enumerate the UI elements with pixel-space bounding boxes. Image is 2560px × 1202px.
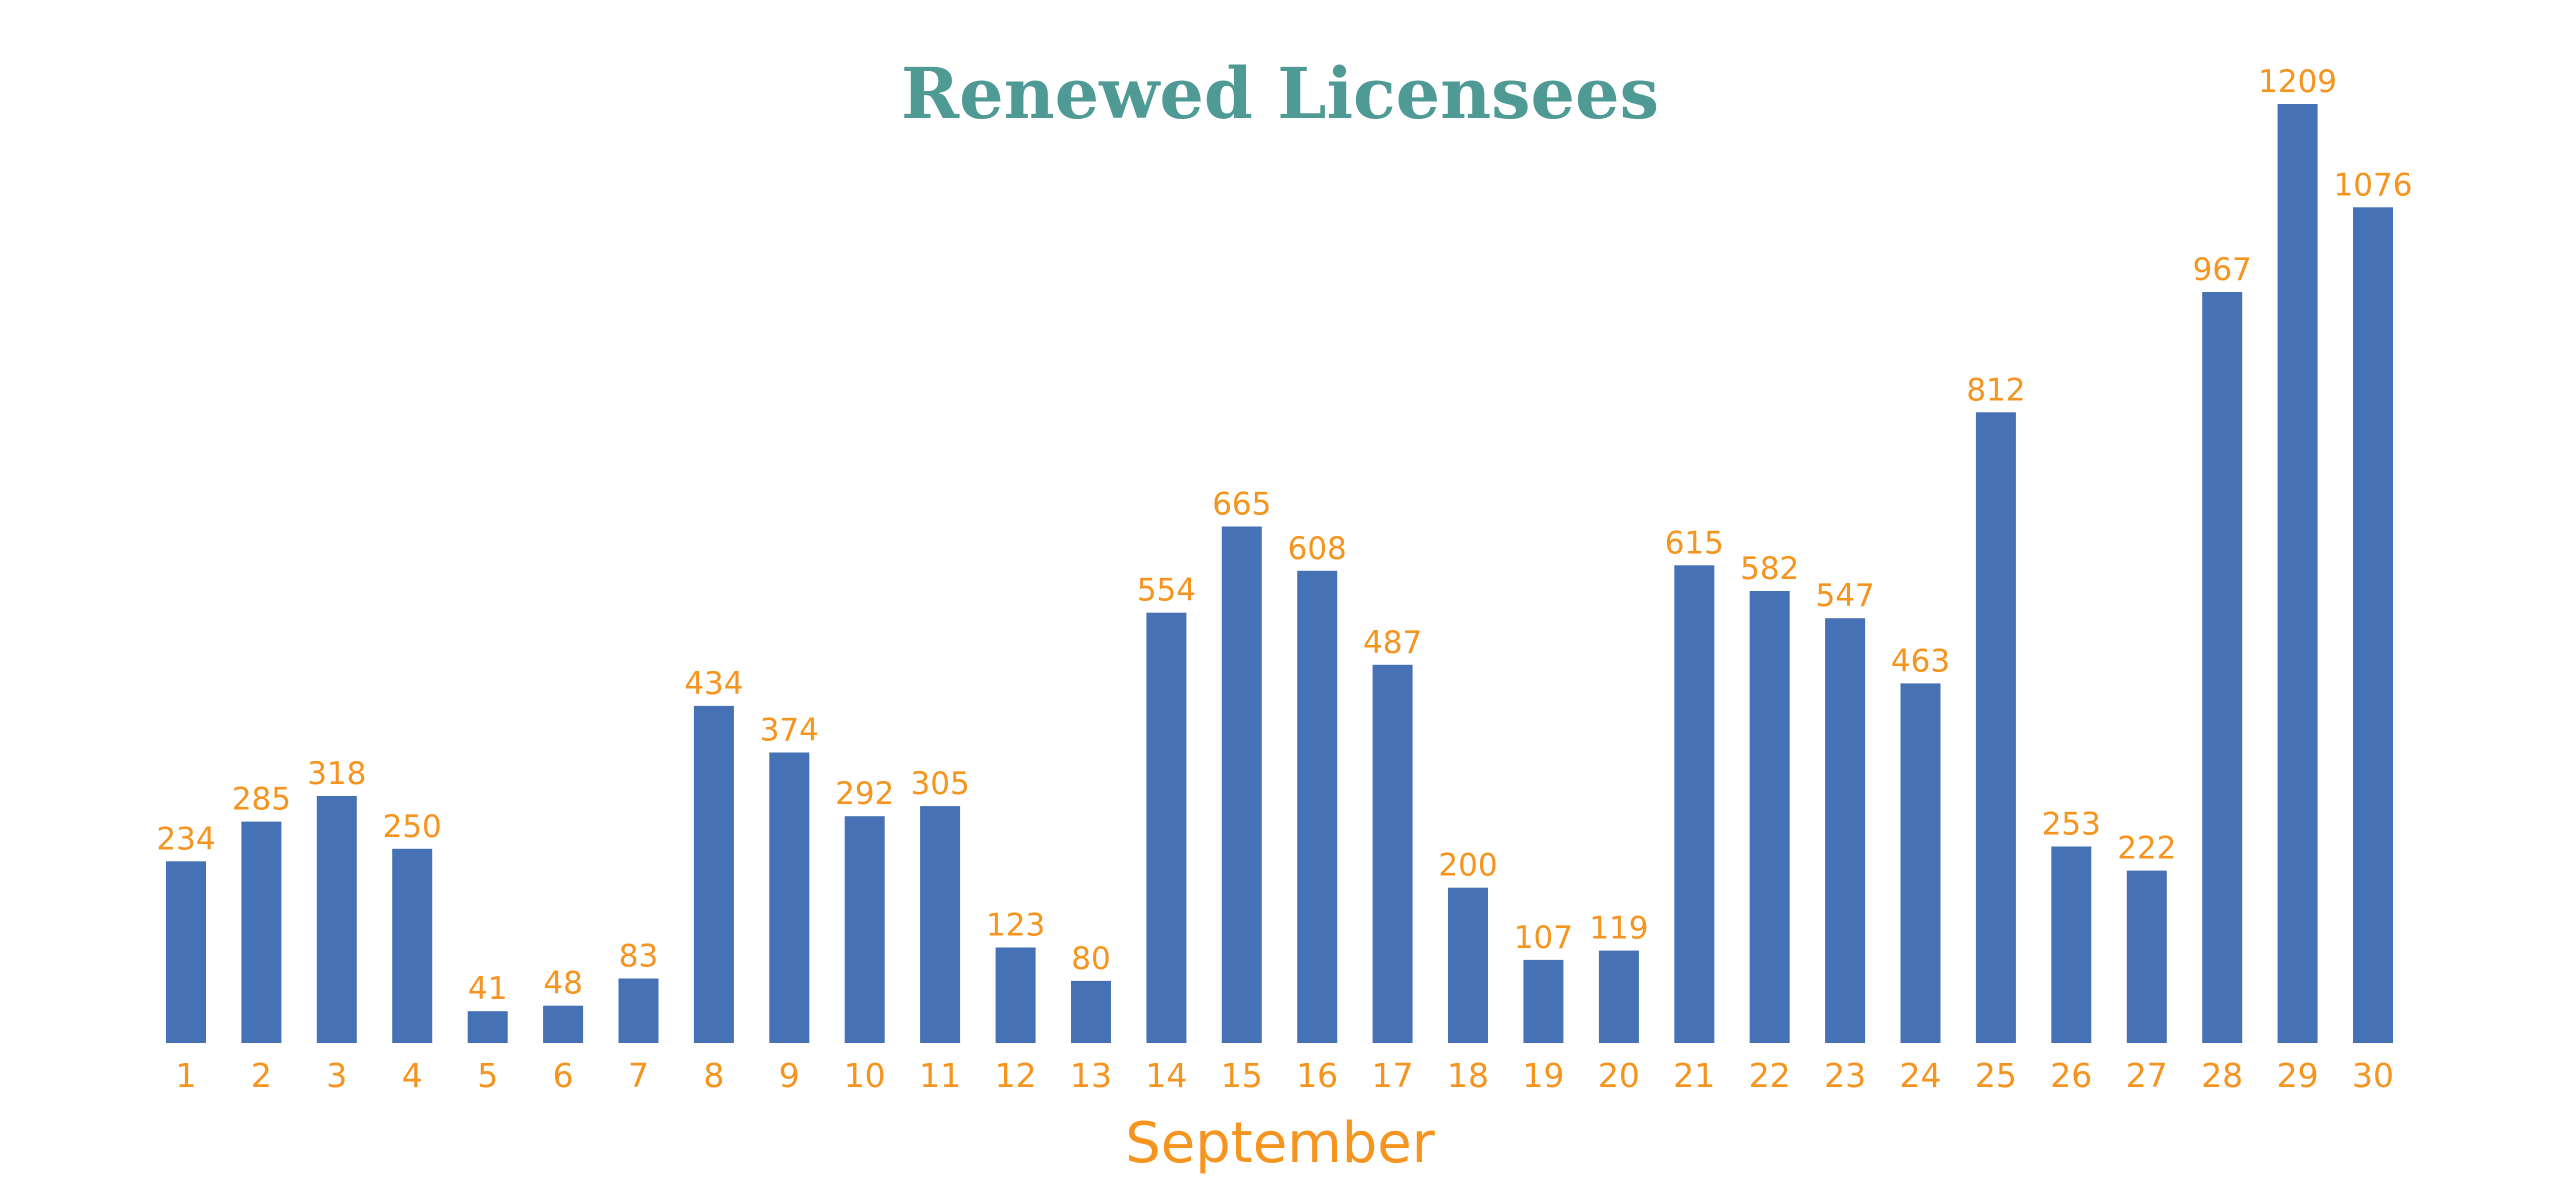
x-tick-label-5: 5 [477,1056,498,1095]
data-label-day-30: 1076 [2334,167,2413,203]
bar-day-15 [1221,526,1262,1043]
data-label-day-22: 582 [1740,551,1799,587]
x-tick-label-17: 17 [1372,1056,1414,1095]
bar-day-25 [1975,412,2016,1043]
bar-day-21 [1674,565,1715,1043]
x-tick-label-13: 13 [1070,1056,1112,1095]
data-label-day-2: 285 [232,782,291,818]
data-label-day-15: 665 [1212,487,1271,523]
data-label-day-19: 107 [1514,920,1573,956]
x-tick-label-25: 25 [1975,1056,2017,1095]
bar-day-16 [1297,570,1338,1043]
data-label-day-1: 234 [156,821,215,857]
bar-day-14 [1146,612,1187,1043]
bar-day-23 [1825,618,1866,1043]
data-label-day-21: 615 [1665,525,1724,561]
data-label-day-25: 812 [1966,372,2025,408]
bar-day-11 [920,806,961,1043]
bar-day-12 [995,947,1036,1043]
bar-day-28 [2202,292,2243,1043]
bar-day-5 [467,1011,508,1043]
value-labels-layer: 234 285 318 250 41 48 83 434 374 292 305 123 80 554 66… [156,64,2412,1007]
bar-day-22 [1749,591,1790,1043]
data-label-day-17: 487 [1363,625,1422,661]
data-label-day-5: 41 [468,971,507,1007]
bar-day-27 [2126,870,2167,1043]
bar-day-24 [1900,683,1941,1043]
data-label-day-4: 250 [383,809,442,845]
x-tick-label-27: 27 [2126,1056,2168,1095]
data-label-day-12: 123 [986,908,1045,944]
x-tick-label-3: 3 [326,1056,347,1095]
x-tick-label-24: 24 [1900,1056,1942,1095]
x-tick-label-22: 22 [1749,1056,1791,1095]
x-tick-label-12: 12 [995,1056,1037,1095]
x-tick-label-29: 29 [2277,1056,2319,1095]
data-label-day-7: 83 [619,939,658,975]
x-tick-label-20: 20 [1598,1056,1640,1095]
x-tick-label-1: 1 [176,1056,197,1095]
data-label-day-13: 80 [1071,941,1110,977]
bar-day-8 [693,705,734,1043]
x-tick-label-28: 28 [2201,1056,2243,1095]
data-label-day-27: 222 [2117,831,2176,867]
bar-day-17 [1372,664,1413,1043]
data-label-day-9: 374 [760,713,819,749]
data-label-day-20: 119 [1589,911,1648,947]
bar-day-1 [166,861,206,1043]
data-label-day-26: 253 [2042,807,2101,843]
data-label-day-28: 967 [2193,252,2252,288]
data-label-day-29: 1209 [2258,64,2337,100]
bars-layer [166,104,2393,1044]
bar-day-20 [1598,950,1639,1043]
x-tick-label-8: 8 [703,1056,724,1095]
data-label-day-16: 608 [1288,531,1347,567]
data-label-day-10: 292 [835,776,894,812]
data-label-day-6: 48 [543,966,582,1002]
x-tick-label-6: 6 [553,1056,574,1095]
x-tick-label-23: 23 [1824,1056,1866,1095]
x-axis-label: September [1125,1111,1436,1176]
x-tick-label-4: 4 [402,1056,423,1095]
bar-day-2 [241,821,282,1043]
bar-day-4 [392,848,433,1043]
data-label-day-24: 463 [1891,643,1950,679]
x-tick-label-10: 10 [844,1056,886,1095]
bar-day-18 [1448,887,1488,1043]
chart-title: Renewed Licensees [901,52,1659,135]
x-tick-label-15: 15 [1221,1056,1263,1095]
bar-day-6 [543,1005,584,1043]
bar-day-13 [1071,980,1111,1043]
x-tick-label-9: 9 [779,1056,800,1095]
bar-day-9 [769,752,810,1043]
x-tick-label-19: 19 [1522,1056,1564,1095]
x-tick-label-14: 14 [1145,1056,1187,1095]
bar-day-26 [2051,846,2092,1043]
x-tick-label-21: 21 [1673,1056,1715,1095]
data-label-day-8: 434 [684,666,743,702]
x-tick-label-11: 11 [919,1056,961,1095]
data-label-day-11: 305 [911,766,970,802]
data-label-day-3: 318 [307,756,366,792]
bar-day-29 [2277,104,2318,1043]
x-tick-label-7: 7 [628,1056,649,1095]
data-label-day-18: 200 [1438,848,1497,884]
x-tick-label-2: 2 [251,1056,272,1095]
x-tick-label-30: 30 [2352,1056,2394,1095]
bar-day-30 [2353,207,2393,1044]
x-tick-label-18: 18 [1447,1056,1489,1095]
bar-day-19 [1523,959,1564,1043]
bar-day-7 [618,978,659,1043]
data-label-day-23: 547 [1816,578,1875,614]
bar-day-10 [844,816,885,1043]
bar-day-3 [316,796,357,1043]
x-tick-label-26: 26 [2050,1056,2092,1095]
x-tick-labels: 1 2 3 4 5 6 7 8 9 10 11 12 13 14 15 16 17 18 19 20 21 22 23 24 2… [176,1056,2395,1095]
data-label-day-14: 554 [1137,573,1196,609]
x-tick-label-16: 16 [1296,1056,1338,1095]
